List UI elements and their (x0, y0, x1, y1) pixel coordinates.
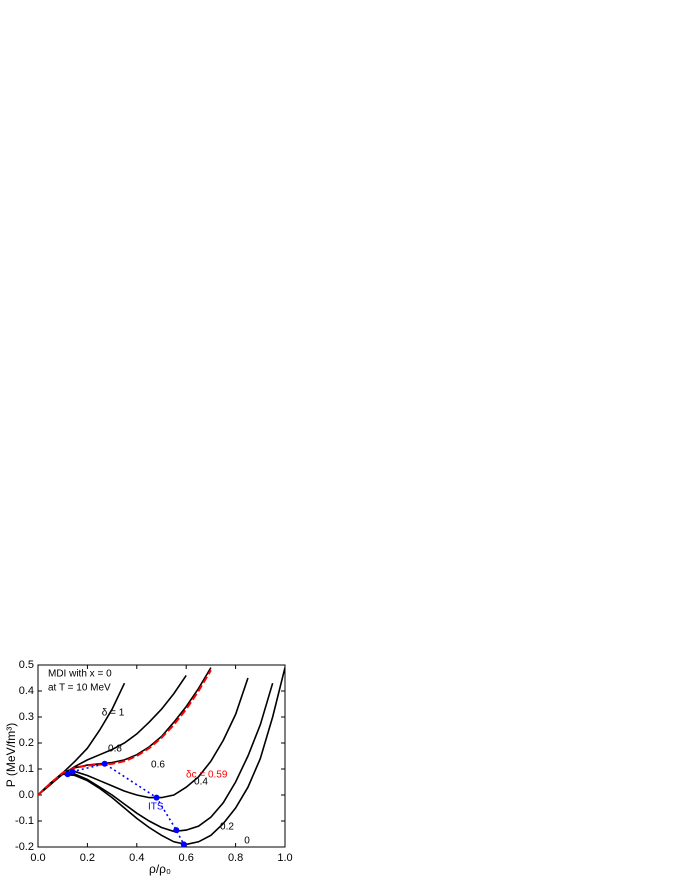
its-point (173, 827, 180, 834)
series-label: δc = 0.59 (186, 770, 228, 781)
series-line (38, 669, 212, 796)
y-tick-label: -0.2 (15, 841, 34, 853)
x-tick-label: 0.0 (30, 852, 45, 864)
series-line (38, 667, 212, 796)
its-point (69, 768, 76, 775)
y-tick-label: 0.3 (19, 711, 34, 723)
x-tick-label: 0.2 (80, 852, 95, 864)
series-label: δ = 1 (102, 708, 125, 719)
x-axis-label: ρ/ρ₀ (149, 862, 171, 876)
x-tick-label: 0.8 (228, 852, 243, 864)
y-tick-label: 0.5 (19, 659, 34, 671)
series-line (38, 682, 274, 833)
x-tick-label: 0.4 (129, 852, 144, 864)
x-tick-label: 1.0 (277, 852, 292, 864)
y-tick-label: -0.1 (15, 815, 34, 827)
its-point (180, 841, 187, 848)
series-line (38, 667, 285, 846)
series-label: 0.4 (194, 777, 208, 788)
y-tick-label: 0.4 (19, 685, 34, 697)
its-point (64, 771, 71, 778)
series-label: 0 (244, 836, 250, 847)
annotation: at T = 10 MeV (48, 683, 111, 694)
its-point (101, 760, 108, 767)
its-point (153, 794, 160, 801)
plot-area (38, 667, 285, 846)
plot-frame (37, 664, 286, 848)
x-tick-label: 0.6 (179, 852, 194, 864)
y-tick-label: 0.1 (19, 763, 34, 775)
its-label: ITS (148, 802, 164, 813)
series-label: 0.8 (108, 744, 122, 755)
y-axis-label: P (MeV/fm³) (4, 723, 18, 787)
y-tick-label: 0.0 (19, 789, 34, 801)
annotation: MDI with x = 0 (48, 669, 112, 680)
y-tick-label: 0.2 (19, 737, 34, 749)
series-label: 0.2 (220, 822, 234, 833)
series-label: 0.6 (151, 760, 165, 771)
